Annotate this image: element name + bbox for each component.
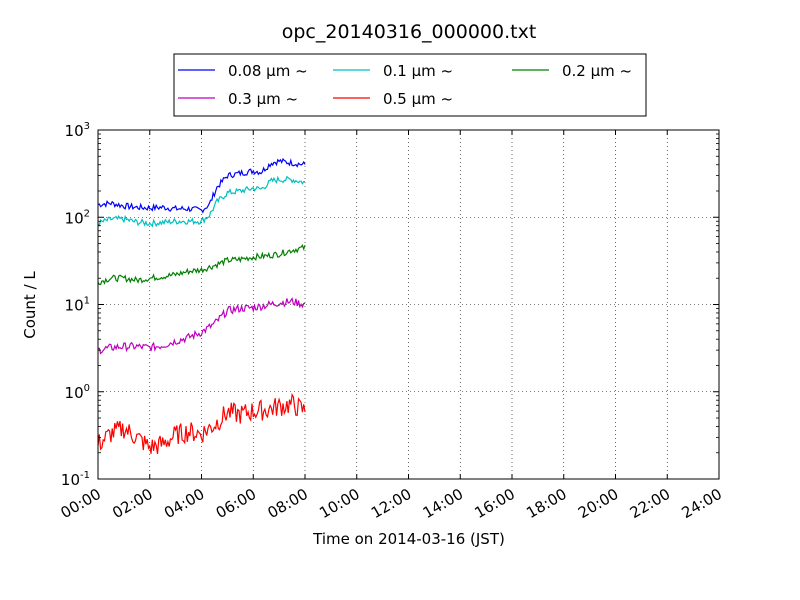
x-tick-label: 08:00 [265,485,311,522]
chart-title: opc_20140316_000000.txt [282,21,537,43]
x-axis-label: Time on 2014-03-16 (JST) [312,530,505,548]
x-tick-label: 02:00 [109,485,155,522]
legend-label: 0.5 μm ~ [383,90,453,108]
y-tick-label: 101 [65,296,90,315]
y-axis-label: Count / L [21,271,39,339]
series-line-0.3 [97,297,306,355]
x-tick-label: 06:00 [213,485,259,522]
series-line-0.5 [97,392,306,454]
series-line-0.2 [97,244,306,286]
x-tick-label: 24:00 [679,485,725,522]
y-tick-label: 102 [65,208,90,227]
y-tick-label: 100 [65,383,90,402]
series-line-0.08 [97,157,306,214]
legend: 0.08 μm ~ 0.1 μm ~ 0.2 μm ~ 0.3 μm ~ 0.5 μm … [173,53,647,117]
y-tick-labels: 10-1 100 101 102 103 [61,121,90,489]
legend-label: 0.1 μm ~ [383,62,453,80]
legend-label: 0.08 μm ~ [228,62,308,80]
x-tick-label: 04:00 [161,485,207,522]
y-tick-label: 10-1 [61,470,90,489]
x-tick-label: 12:00 [368,485,414,522]
x-tick-labels: 00:00 02:00 04:00 06:00 08:00 10:00 12:00 14:00… [58,485,725,522]
legend-label: 0.3 μm ~ [228,90,298,108]
series-layer [97,157,306,454]
series-line-0.1 [97,175,306,228]
legend-label: 0.2 μm ~ [562,62,632,80]
legend-frame [173,53,647,117]
x-tick-label: 18:00 [523,485,569,522]
x-tick-label: 10:00 [316,485,362,522]
x-tick-label: 16:00 [472,485,518,522]
x-tick-label: 20:00 [575,485,621,522]
y-tick-label: 103 [65,121,90,140]
x-tick-label: 00:00 [58,485,104,522]
x-tick-label: 22:00 [627,485,673,522]
ticks [97,129,720,480]
x-tick-label: 14:00 [420,485,466,522]
